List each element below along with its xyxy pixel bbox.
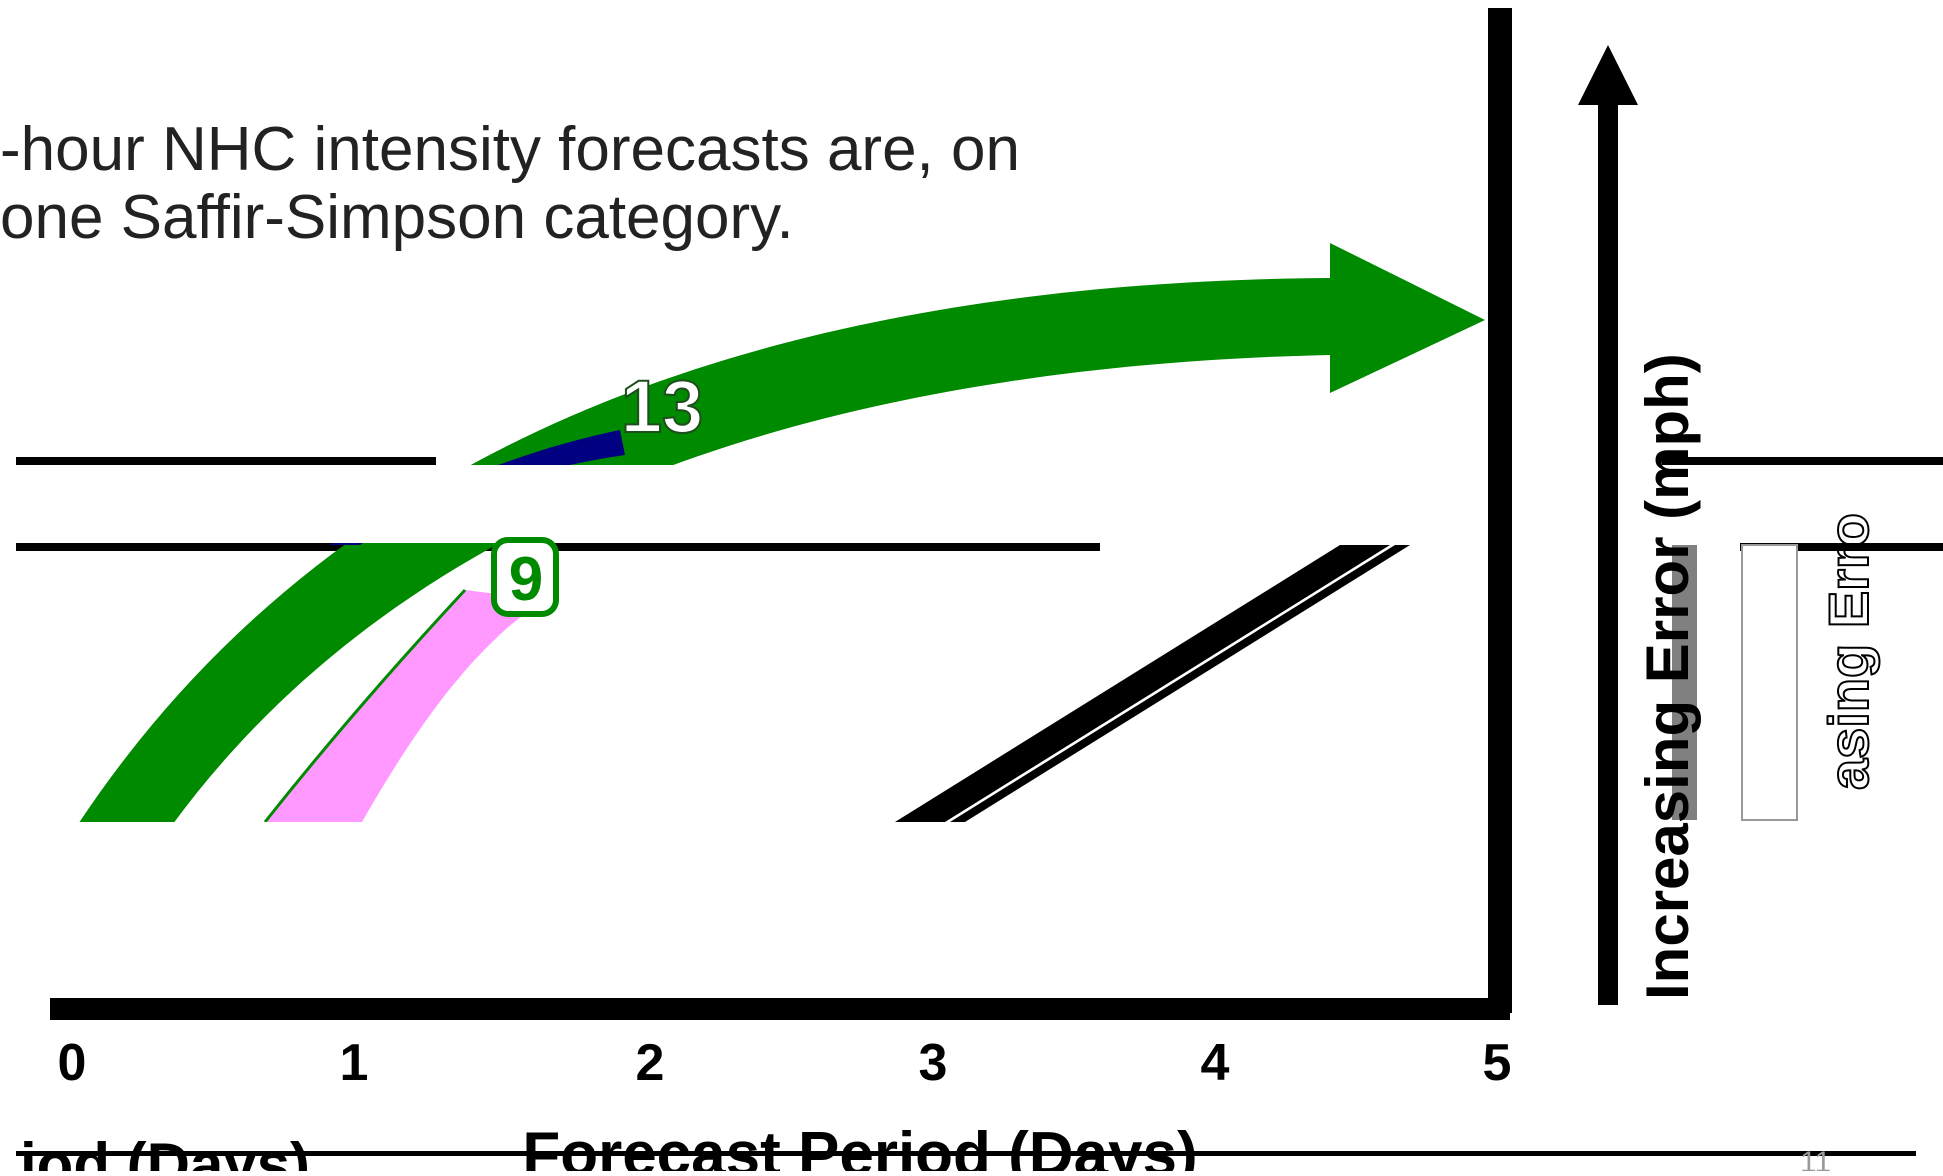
y-label-fragment: asing Erro xyxy=(1817,513,1880,790)
headline-line-1: -hour NHC intensity forecasts are, on xyxy=(0,115,1020,184)
error-arrow-shaft xyxy=(1598,100,1618,1005)
glitch-line-mid xyxy=(16,543,1100,551)
pink-arrow-value: 9 xyxy=(509,545,543,614)
black-diagonal-stripe-1 xyxy=(895,545,1390,822)
green-error-arrow xyxy=(25,243,1485,950)
black-diagonal-stripe-2 xyxy=(950,545,1410,822)
glitch-line-top-left xyxy=(16,457,436,465)
x-tick-0: 0 xyxy=(58,1034,87,1092)
pink-value-badge xyxy=(491,537,559,617)
page-number: 11 xyxy=(1800,1146,1831,1171)
y-axis-line xyxy=(1488,8,1512,1013)
x-tick-4: 4 xyxy=(1201,1034,1230,1092)
white-band-1 xyxy=(16,465,1526,543)
glitch-line-mid-right xyxy=(1740,543,1943,551)
x-tick-5: 5 xyxy=(1483,1034,1512,1092)
gray-bar-right xyxy=(1672,545,1697,820)
y-axis-label: Increasing Error (mph) xyxy=(1634,353,1701,1000)
error-arrow-head xyxy=(1578,45,1638,105)
white-band-2 xyxy=(16,822,1676,1002)
headline-line-2: one Saffir-Simpson category. xyxy=(0,183,794,252)
x-axis-label: Forecast Period (Days) xyxy=(522,1120,1197,1171)
x-tick-3: 3 xyxy=(919,1034,948,1092)
gray-block-right xyxy=(1741,544,1798,821)
glitch-line-top-right xyxy=(1662,457,1943,465)
pink-error-arrow xyxy=(265,590,545,822)
green-arrow-value: 13 xyxy=(621,365,703,448)
x-tick-2: 2 xyxy=(636,1034,665,1092)
bottom-glitch-line xyxy=(16,1151,1916,1156)
pink-arrow-edge xyxy=(263,588,467,823)
x-tick-1: 1 xyxy=(340,1034,369,1092)
x-axis-line xyxy=(50,998,1510,1020)
